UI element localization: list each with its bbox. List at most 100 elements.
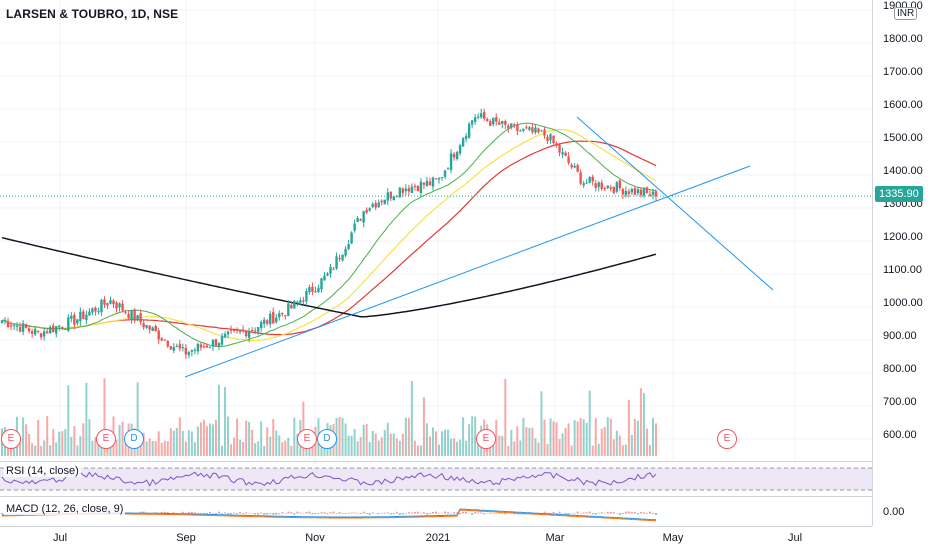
volume-bar <box>94 437 97 456</box>
candle-body <box>91 308 94 313</box>
candle-body <box>434 178 438 180</box>
macd-histogram-bar <box>281 512 284 514</box>
macd-histogram-bar <box>425 513 428 515</box>
volume-bar <box>555 422 558 456</box>
macd-pane[interactable]: MACD (12, 26, close, 9) <box>0 497 872 526</box>
macd-histogram-bar <box>389 513 392 515</box>
ma-yellow-line <box>1 129 657 341</box>
dividend-event-icon[interactable]: D <box>317 429 337 449</box>
price-axis[interactable]: 1900.00 INR 1800.00 1700.00 1600.00 1500… <box>872 0 932 526</box>
candle-body <box>305 291 308 302</box>
volume-bar <box>507 445 510 456</box>
candle-body <box>311 286 314 292</box>
candle-body <box>259 321 263 329</box>
volume-bar <box>377 440 380 456</box>
volume-bar <box>474 416 477 456</box>
candle-body <box>654 191 658 197</box>
volume-bar <box>296 433 299 456</box>
volume-bar <box>606 417 609 456</box>
candle-body <box>275 317 278 323</box>
currency-badge[interactable]: INR <box>894 7 918 20</box>
candle-body <box>299 300 302 303</box>
candle-body <box>495 117 498 122</box>
volume-bar <box>251 429 254 456</box>
candle-body <box>419 181 423 194</box>
candle-body <box>401 188 405 193</box>
macd-histogram-bar <box>450 512 453 514</box>
candle-body <box>235 328 239 331</box>
volume-bar <box>642 393 645 456</box>
time-axis[interactable]: Jul Sep Nov 2021 Mar May Jul <box>0 526 872 551</box>
macd-histogram-bar <box>257 513 260 515</box>
macd-histogram-bar <box>655 513 657 515</box>
candle-body <box>256 327 260 332</box>
macd-histogram-bar <box>489 513 492 514</box>
volume-bar <box>558 439 561 456</box>
volume-bar <box>70 436 73 456</box>
volume-bar <box>281 442 284 456</box>
volume-bar <box>522 417 525 456</box>
candle-body <box>479 113 483 118</box>
macd-histogram-bar <box>561 512 564 514</box>
volume-bar <box>582 419 585 456</box>
rsi-label[interactable]: RSI (14, close) <box>4 465 81 477</box>
symbol-title[interactable]: LARSEN & TOUBRO, 1D, NSE <box>6 7 179 21</box>
candle-body <box>437 178 441 180</box>
macd-histogram-bar <box>516 513 519 515</box>
candle-body <box>404 188 408 192</box>
earnings-event-icon[interactable]: E <box>1 429 21 449</box>
price-tick: 1200.00 <box>883 231 923 243</box>
candle-body <box>443 170 447 177</box>
earnings-event-icon[interactable]: E <box>476 429 496 449</box>
volume-bar <box>52 429 55 456</box>
macd-histogram-bar <box>368 513 371 515</box>
candle-body <box>293 301 296 309</box>
candle-body <box>368 208 371 211</box>
macd-histogram-bar <box>407 512 410 514</box>
macd-histogram-bar <box>338 511 341 514</box>
pane-divider[interactable] <box>0 496 932 497</box>
candle-body <box>323 275 326 281</box>
volume-bar <box>308 443 311 456</box>
macd-histogram-bar <box>221 513 224 514</box>
earnings-event-icon[interactable]: E <box>96 429 116 449</box>
candle-body <box>398 187 402 198</box>
volume-bar <box>175 427 178 456</box>
volume-bar <box>64 429 67 456</box>
main-chart-pane[interactable]: LARSEN & TOUBRO, 1D, NSE E E D E D E E <box>0 0 872 461</box>
candle-body <box>585 182 588 184</box>
macd-histogram-bar <box>248 512 251 514</box>
macd-histogram-bar <box>624 511 627 514</box>
candle-body <box>284 315 287 317</box>
macd-histogram-bar <box>404 513 407 514</box>
volume-bar <box>154 440 157 456</box>
volume-bar <box>585 422 588 456</box>
volume-bar <box>564 427 567 456</box>
pane-divider[interactable] <box>0 461 932 462</box>
dividend-event-icon[interactable]: D <box>124 429 144 449</box>
volume-bar <box>43 440 46 456</box>
candle-body <box>3 320 7 322</box>
candle-body <box>561 152 564 155</box>
earnings-event-icon[interactable]: E <box>717 429 737 449</box>
candle-body <box>317 287 320 293</box>
price-tick: 1500.00 <box>883 132 923 144</box>
earnings-event-icon[interactable]: E <box>297 429 317 449</box>
volume-bar <box>181 430 184 456</box>
candle-body <box>362 211 365 223</box>
macd-label[interactable]: MACD (12, 26, close, 9) <box>4 503 126 515</box>
macd-histogram-bar <box>230 513 233 515</box>
macd-histogram-bar <box>239 512 242 514</box>
volume-bar <box>621 445 624 456</box>
candle-body <box>21 323 25 332</box>
rsi-pane[interactable]: RSI (14, close) <box>0 462 872 496</box>
volume-bar <box>510 429 513 456</box>
candle-body <box>9 325 13 327</box>
candle-body <box>428 181 432 185</box>
macd-histogram-bar <box>444 511 447 514</box>
volume-bar <box>498 435 501 456</box>
price-chart[interactable] <box>0 0 872 461</box>
price-tick: 900.00 <box>883 330 917 342</box>
macd-histogram-bar <box>543 511 546 514</box>
candle-body <box>440 177 444 179</box>
